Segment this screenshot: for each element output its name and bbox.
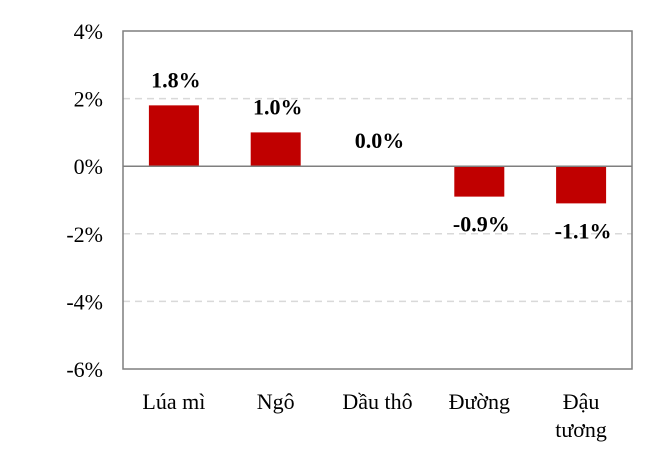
x-axis-category-labels: Lúa mì Ngô Dầu thô Đường Đậu tương: [142, 389, 607, 442]
category-label: Ngô: [257, 389, 295, 414]
category-label: Đậu tương: [555, 389, 607, 442]
bar: [148, 105, 199, 167]
data-label: -1.1%: [555, 218, 612, 243]
data-labels: 1.8% 1.0% 0.0% -0.9% -1.1%: [151, 67, 611, 243]
y-tick-label: -2%: [66, 222, 103, 247]
category-label: Dầu thô: [342, 389, 412, 414]
bar: [250, 132, 301, 167]
gridlines: [123, 97, 632, 303]
y-tick-label: 2%: [74, 87, 103, 112]
y-tick-label: -6%: [66, 357, 103, 382]
y-axis-tick-labels: 4% 2% 0% -2% -4% -6%: [66, 19, 103, 382]
y-tick-label: 0%: [74, 154, 103, 179]
y-tick-label: -4%: [66, 289, 103, 314]
data-label: 1.0%: [253, 94, 303, 119]
data-label: 1.8%: [151, 67, 201, 92]
plot-area-frame: [122, 30, 633, 370]
category-label: Lúa mì: [142, 389, 205, 414]
bar: [556, 166, 607, 204]
y-tick-label: 4%: [74, 19, 103, 44]
data-label: 0.0%: [355, 128, 405, 153]
category-label: Đường: [449, 389, 510, 414]
bars: [148, 105, 607, 204]
bar: [454, 166, 505, 197]
data-label: -0.9%: [453, 212, 510, 237]
